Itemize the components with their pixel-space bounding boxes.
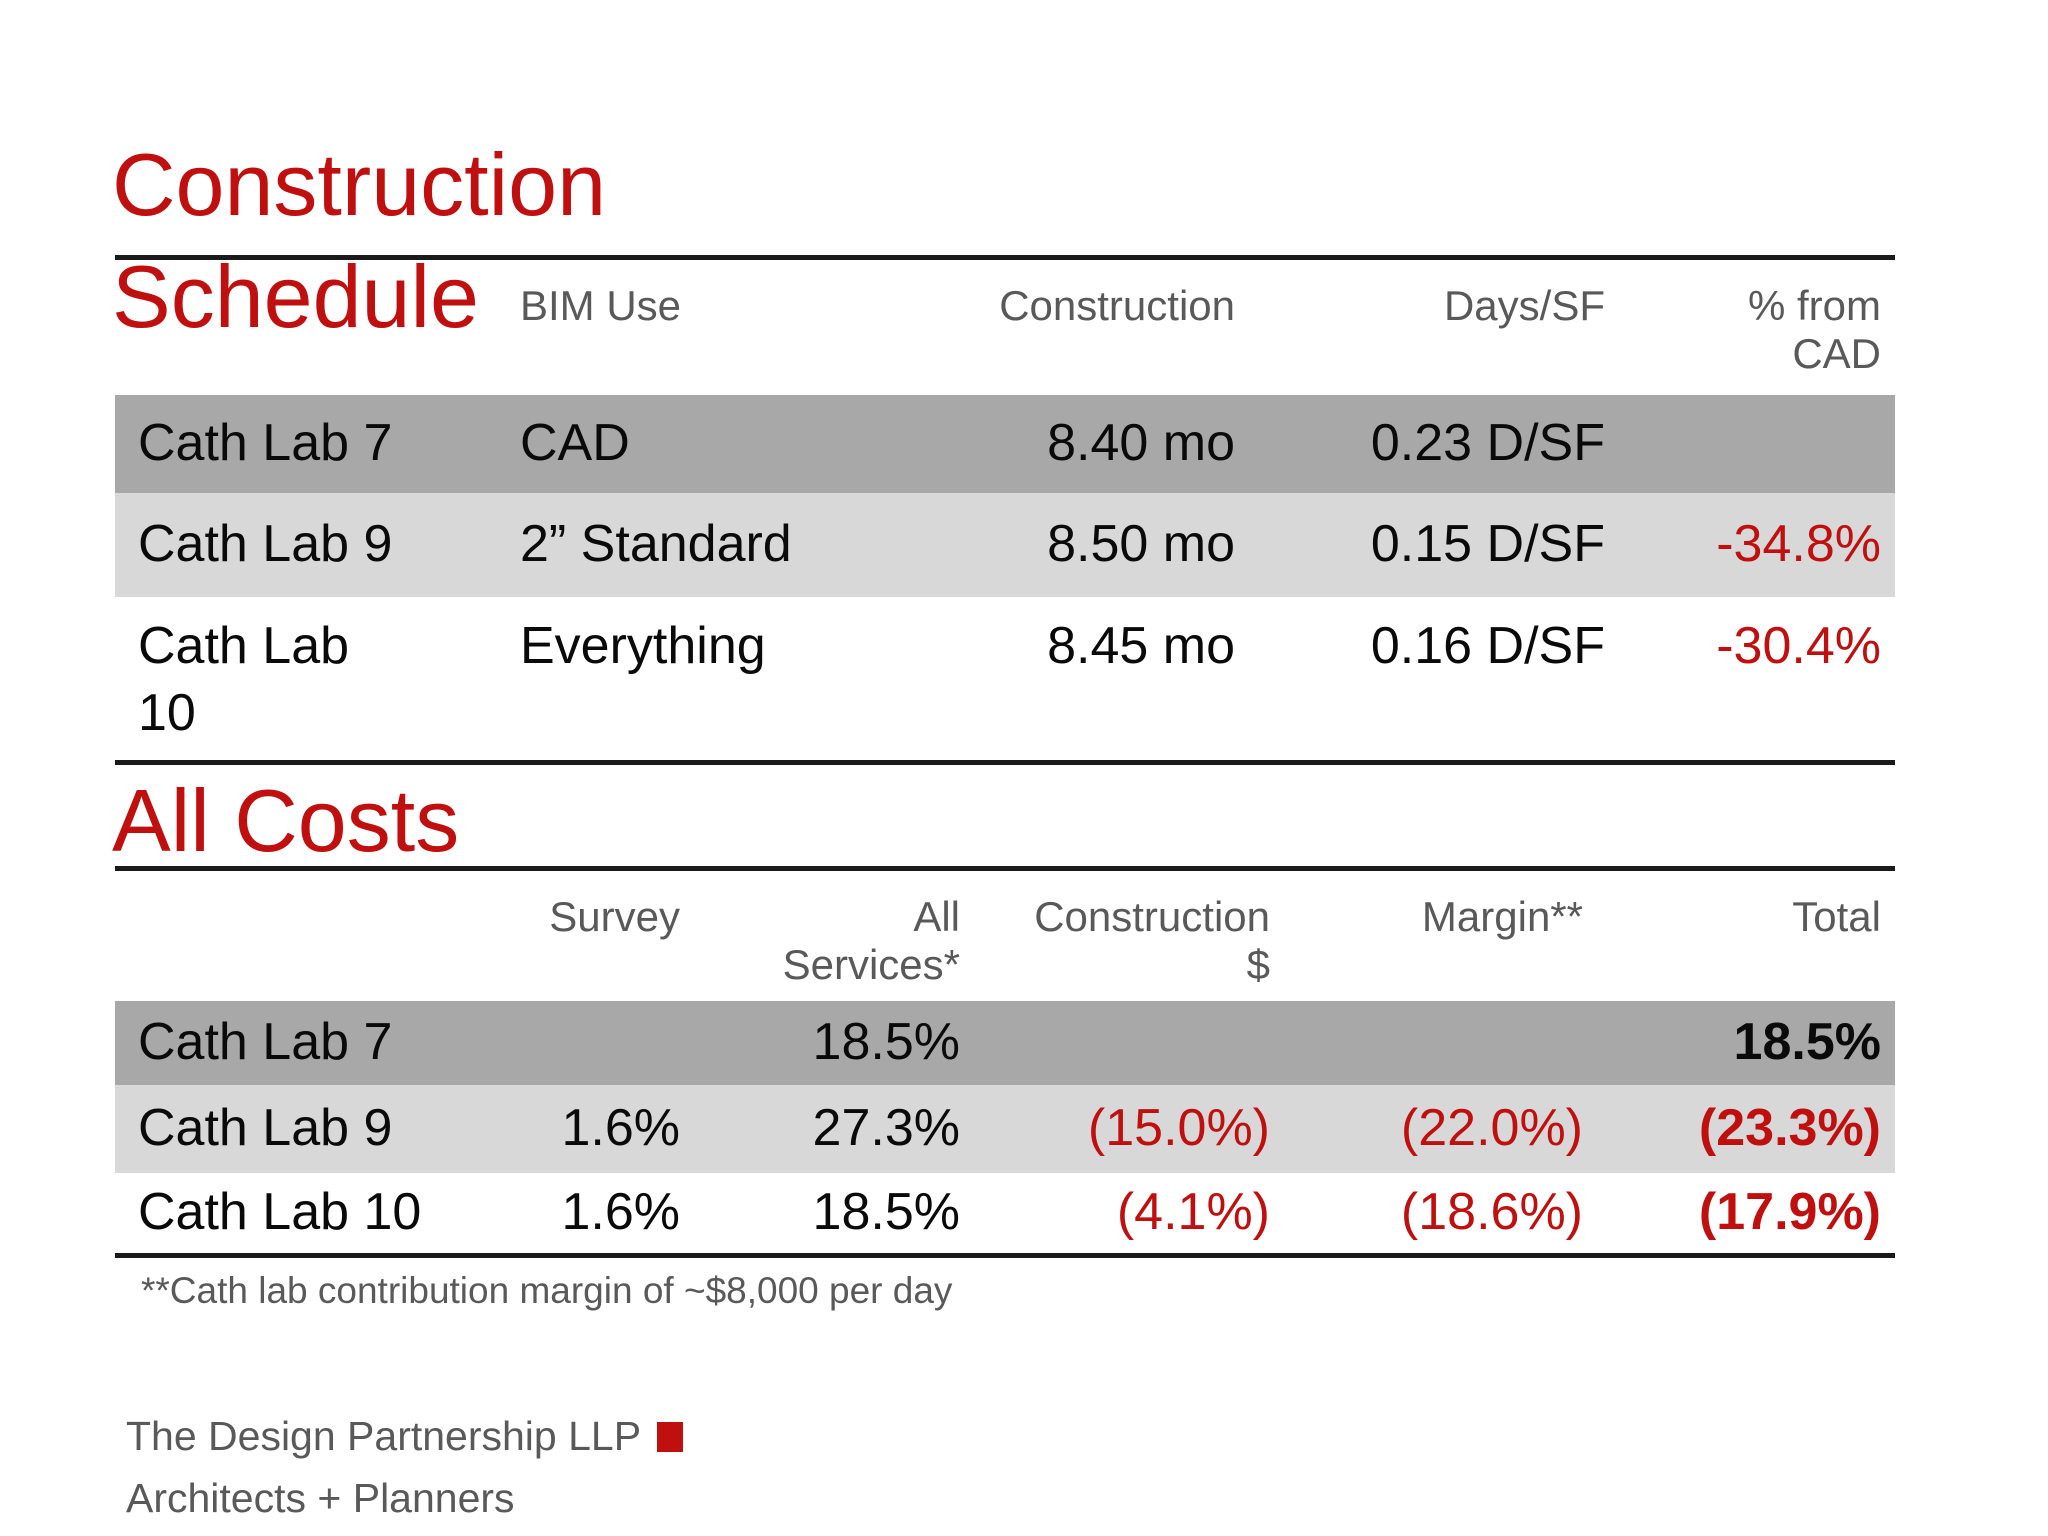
col-header: Days/SF xyxy=(1245,258,1615,395)
cell: 1.6% xyxy=(561,1182,680,1241)
cell: (22.0%) xyxy=(1400,1098,1583,1157)
col-header-line: Services* xyxy=(782,941,960,989)
cell: (17.9%) xyxy=(1698,1182,1881,1241)
cell: 8.50 mo xyxy=(1047,514,1235,573)
col-header-line: % from xyxy=(1747,282,1881,329)
table-row: Cath Lab 7 18.5% 18.5% xyxy=(115,1000,1895,1085)
footnote-margin-note: **Cath lab contribution margin of ~$8,00… xyxy=(141,1270,953,1311)
cell: (18.6%) xyxy=(1400,1182,1583,1241)
red-square-icon xyxy=(657,1422,684,1452)
cell: 18.5% xyxy=(812,1182,960,1241)
cell: 0.23 D/SF xyxy=(1370,413,1605,472)
schedule-head: BIM Use Construction Days/SF% from CAD xyxy=(115,258,1895,395)
col-header xyxy=(115,258,405,395)
col-header-line: $ xyxy=(1246,941,1270,989)
cell: Cath Lab 10 xyxy=(138,616,350,743)
cell: Cath Lab 10 xyxy=(138,1182,422,1241)
cell: 0.16 D/SF xyxy=(1370,616,1605,675)
title-all-costs: All Costs xyxy=(112,771,460,870)
col-header-line: Days/SF xyxy=(1443,282,1605,329)
col-header-line: BIM Use xyxy=(520,282,682,329)
col-header: All Services* xyxy=(690,869,970,1001)
col-header: Survey xyxy=(495,869,690,1001)
cell: CAD xyxy=(520,413,630,472)
cell: 8.45 mo xyxy=(1047,616,1235,675)
cell xyxy=(495,1001,690,1085)
cell: Cath Lab 7 xyxy=(138,413,393,472)
col-header-line: All xyxy=(913,893,960,940)
cell xyxy=(1280,1001,1593,1085)
table-row: Cath Lab 9 1.6% 27.3% (15.0%) (22.0%) (23.3%) xyxy=(115,1084,1895,1173)
footer-line1: The Design Partnership LLP xyxy=(126,1406,684,1468)
title-schedule: Schedule xyxy=(112,247,479,346)
cell: 27.3% xyxy=(812,1098,960,1157)
col-header: Total xyxy=(1593,869,1895,1001)
col-header-line: Survey xyxy=(549,893,680,940)
footer-firm-tagline: Architects + Planners xyxy=(126,1474,515,1521)
title-construction: Construction xyxy=(112,135,607,234)
col-header: % from CAD xyxy=(1615,258,1895,395)
schedule-body: Cath Lab 7 CAD 8.40 mo 0.23 D/SF Cath Lab 9 2… xyxy=(115,394,1895,763)
construction-schedule-table: BIM Use Construction Days/SF% from CAD Cath… xyxy=(115,255,1895,765)
cell: Everything xyxy=(520,616,766,675)
col-header-line: Margin** xyxy=(1421,893,1583,940)
col-header-line: Construction xyxy=(1034,893,1270,940)
table-row: Cath Lab 9 2” Standard 8.50 mo 0.15 D/SF -34… xyxy=(115,492,1895,597)
col-header xyxy=(115,869,495,1001)
col-header-line: Construction xyxy=(999,282,1235,329)
footer-firm-credit: The Design Partnership LLP Architects + … xyxy=(126,1406,684,1529)
col-header: Construction $ xyxy=(970,869,1280,1001)
cell: Cath Lab 7 xyxy=(138,1012,393,1071)
cell: (23.3%) xyxy=(1698,1098,1881,1157)
col-header: BIM Use xyxy=(405,258,870,395)
cell: 1.6% xyxy=(561,1098,680,1157)
cell: Cath Lab 9 xyxy=(138,1098,393,1157)
col-header: Construction xyxy=(870,258,1245,395)
col-header-line: CAD xyxy=(1792,330,1881,378)
header-row: Survey All Services* Construction $ Margin** T… xyxy=(115,869,1895,1001)
cell: -34.8% xyxy=(1716,514,1881,573)
col-header: Margin** xyxy=(1280,869,1593,1001)
col-header-line: Total xyxy=(1792,893,1881,940)
cell: -30.4% xyxy=(1716,616,1881,675)
cell: 2” Standard xyxy=(520,514,792,573)
footer-firm-name: The Design Partnership LLP xyxy=(126,1413,642,1459)
table-row: Cath Lab 10 1.6% 18.5% (4.1%) (18.6%) (17.9%) xyxy=(115,1172,1895,1256)
cell: 18.5% xyxy=(812,1012,960,1071)
cell xyxy=(970,1001,1280,1085)
cell: 18.5% xyxy=(1733,1012,1881,1071)
costs-body: Cath Lab 7 18.5% 18.5% Cath Lab 9 1.6% 27.3% (… xyxy=(115,1000,1895,1256)
costs-head: Survey All Services* Construction $ Margin** T… xyxy=(115,869,1895,1001)
table-row: Cath Lab 7 CAD 8.40 mo 0.23 D/SF xyxy=(115,394,1895,493)
cell: 0.15 D/SF xyxy=(1370,514,1605,573)
cell: 8.40 mo xyxy=(1047,413,1235,472)
cell: (15.0%) xyxy=(1087,1098,1270,1157)
cell: Cath Lab 9 xyxy=(138,514,393,573)
header-row: BIM Use Construction Days/SF% from CAD xyxy=(115,258,1895,395)
cell xyxy=(1615,395,1895,493)
all-costs-table: Survey All Services* Construction $ Margin** T… xyxy=(115,866,1895,1258)
table-row: Cath Lab 10 Everything 8.45 mo 0.16 D/SF -30… xyxy=(115,596,1895,763)
cell: (4.1%) xyxy=(1116,1182,1270,1241)
